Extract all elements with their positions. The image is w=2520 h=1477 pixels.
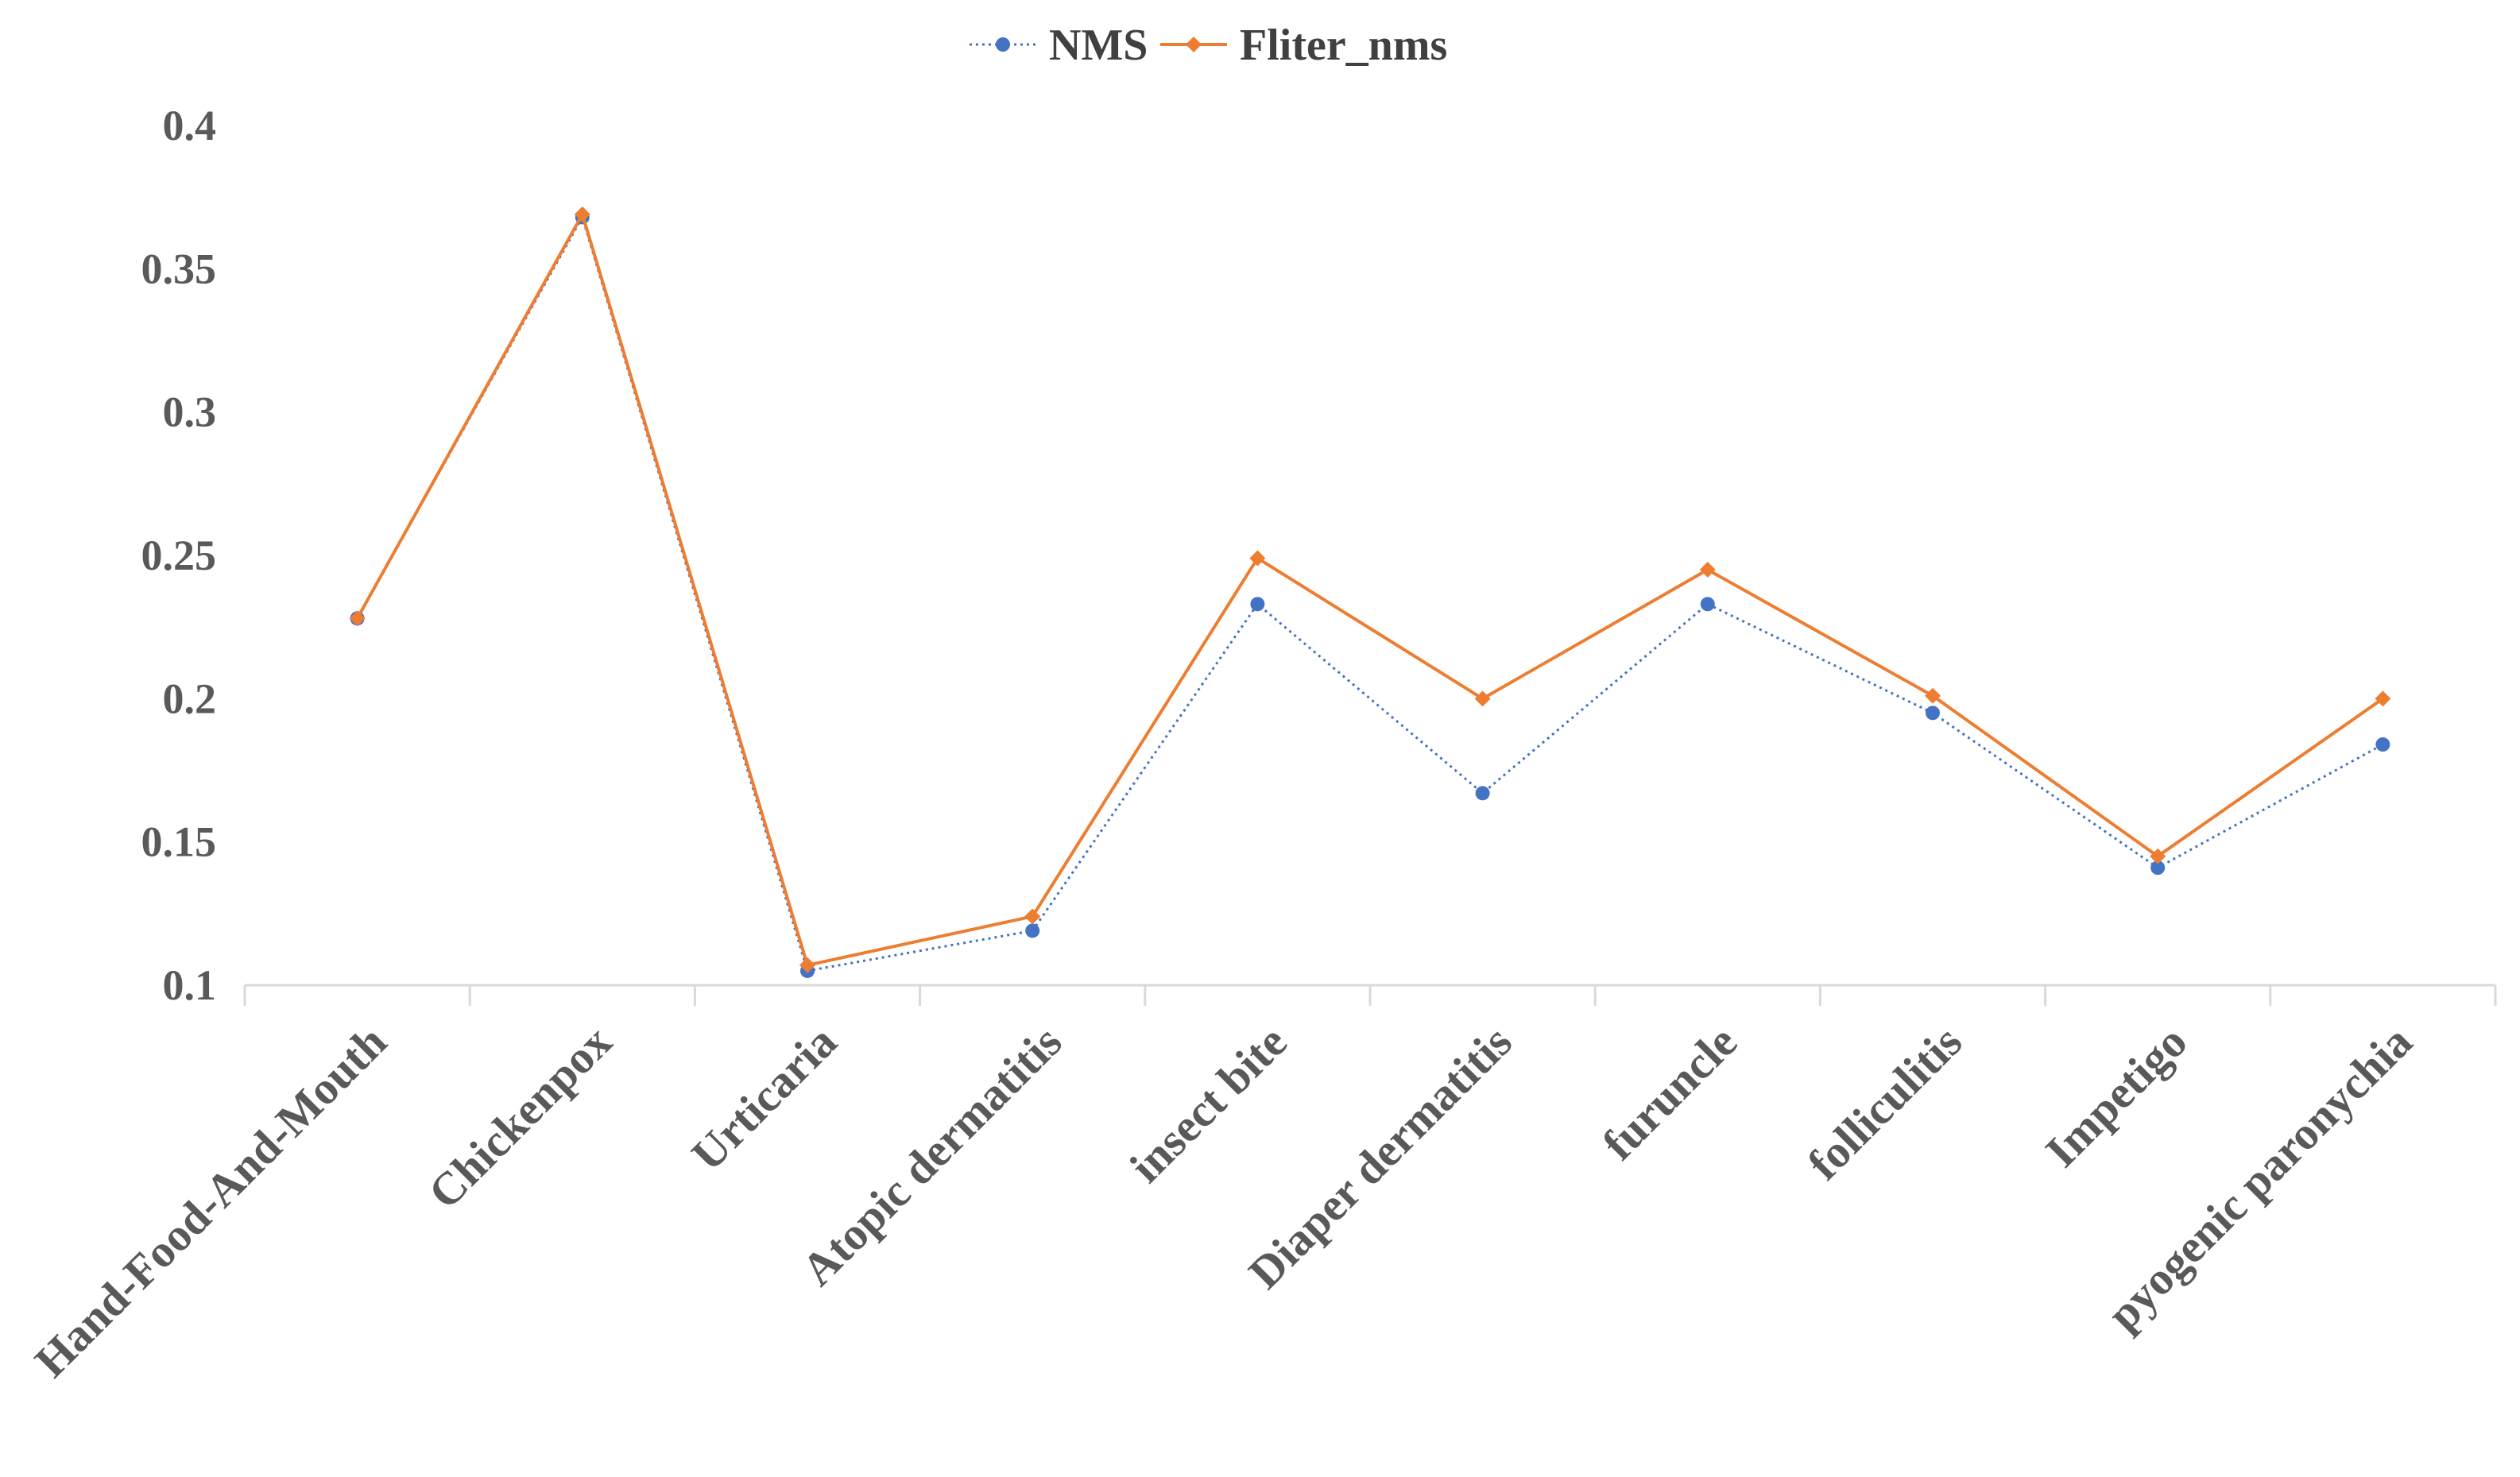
x-axis: Hand-Food-And-Mouth Chickenpox UrticariaAt… [25, 984, 2497, 1387]
legend-item: Fliter_nms [1160, 21, 1447, 70]
data-point-marker [2150, 848, 2166, 864]
data-point-marker [1249, 550, 1266, 566]
data-point-marker [349, 610, 366, 627]
data-point-marker [2375, 737, 2390, 752]
data-point-marker [1474, 690, 1491, 707]
chart-legend: NMS Fliter_nms [970, 21, 1447, 70]
data-point-marker [1700, 597, 1715, 612]
y-tick-label: 0.25 [141, 532, 217, 579]
y-tick-label: 0.2 [163, 675, 217, 722]
x-tick-label: Impetigo [2035, 1015, 2197, 1177]
data-point-marker [799, 957, 815, 973]
series-line [356, 215, 2384, 972]
series-fliter_nms [349, 206, 2391, 973]
series-line [355, 212, 2384, 967]
data-point-marker [1926, 706, 1940, 721]
legend-label: NMS [1049, 21, 1148, 70]
x-tick-label: folliculitis [1798, 1015, 1972, 1189]
x-tick-label: furuncle [1593, 1015, 1747, 1170]
y-tick-label: 0.1 [163, 961, 217, 1009]
data-point-marker [1025, 923, 1040, 938]
series-layer [349, 206, 2391, 978]
y-tick-label: 0.3 [163, 389, 217, 436]
data-point-marker [2375, 690, 2391, 707]
legend-item: NMS [970, 21, 1148, 70]
data-point-marker [1024, 908, 1041, 925]
y-tick-label: 0.35 [141, 245, 217, 292]
x-tick-label: Hand-Food-And-Mouth [25, 1015, 397, 1387]
y-tick-label: 0.4 [163, 102, 217, 149]
data-point-marker [574, 206, 590, 222]
data-point-marker [2150, 860, 2166, 876]
x-tick-label: insect bite [1120, 1015, 1297, 1193]
data-point-marker [1250, 597, 1265, 612]
data-point-marker [1186, 37, 1202, 52]
data-point-marker [996, 37, 1010, 52]
x-tick-label: Chickenpox [418, 1015, 621, 1219]
data-point-marker [1699, 562, 1716, 578]
data-point-marker [1925, 687, 1941, 704]
x-tick-label: Urticaria [682, 1015, 847, 1181]
legend-label: Fliter_nms [1240, 21, 1447, 70]
data-point-marker [1475, 786, 1490, 801]
y-axis: 0.1 0.15 0.2 0.25 0.3 0.35 0.4 [141, 102, 217, 1009]
series-nms [350, 210, 2390, 978]
y-tick-label: 0.15 [141, 818, 217, 866]
